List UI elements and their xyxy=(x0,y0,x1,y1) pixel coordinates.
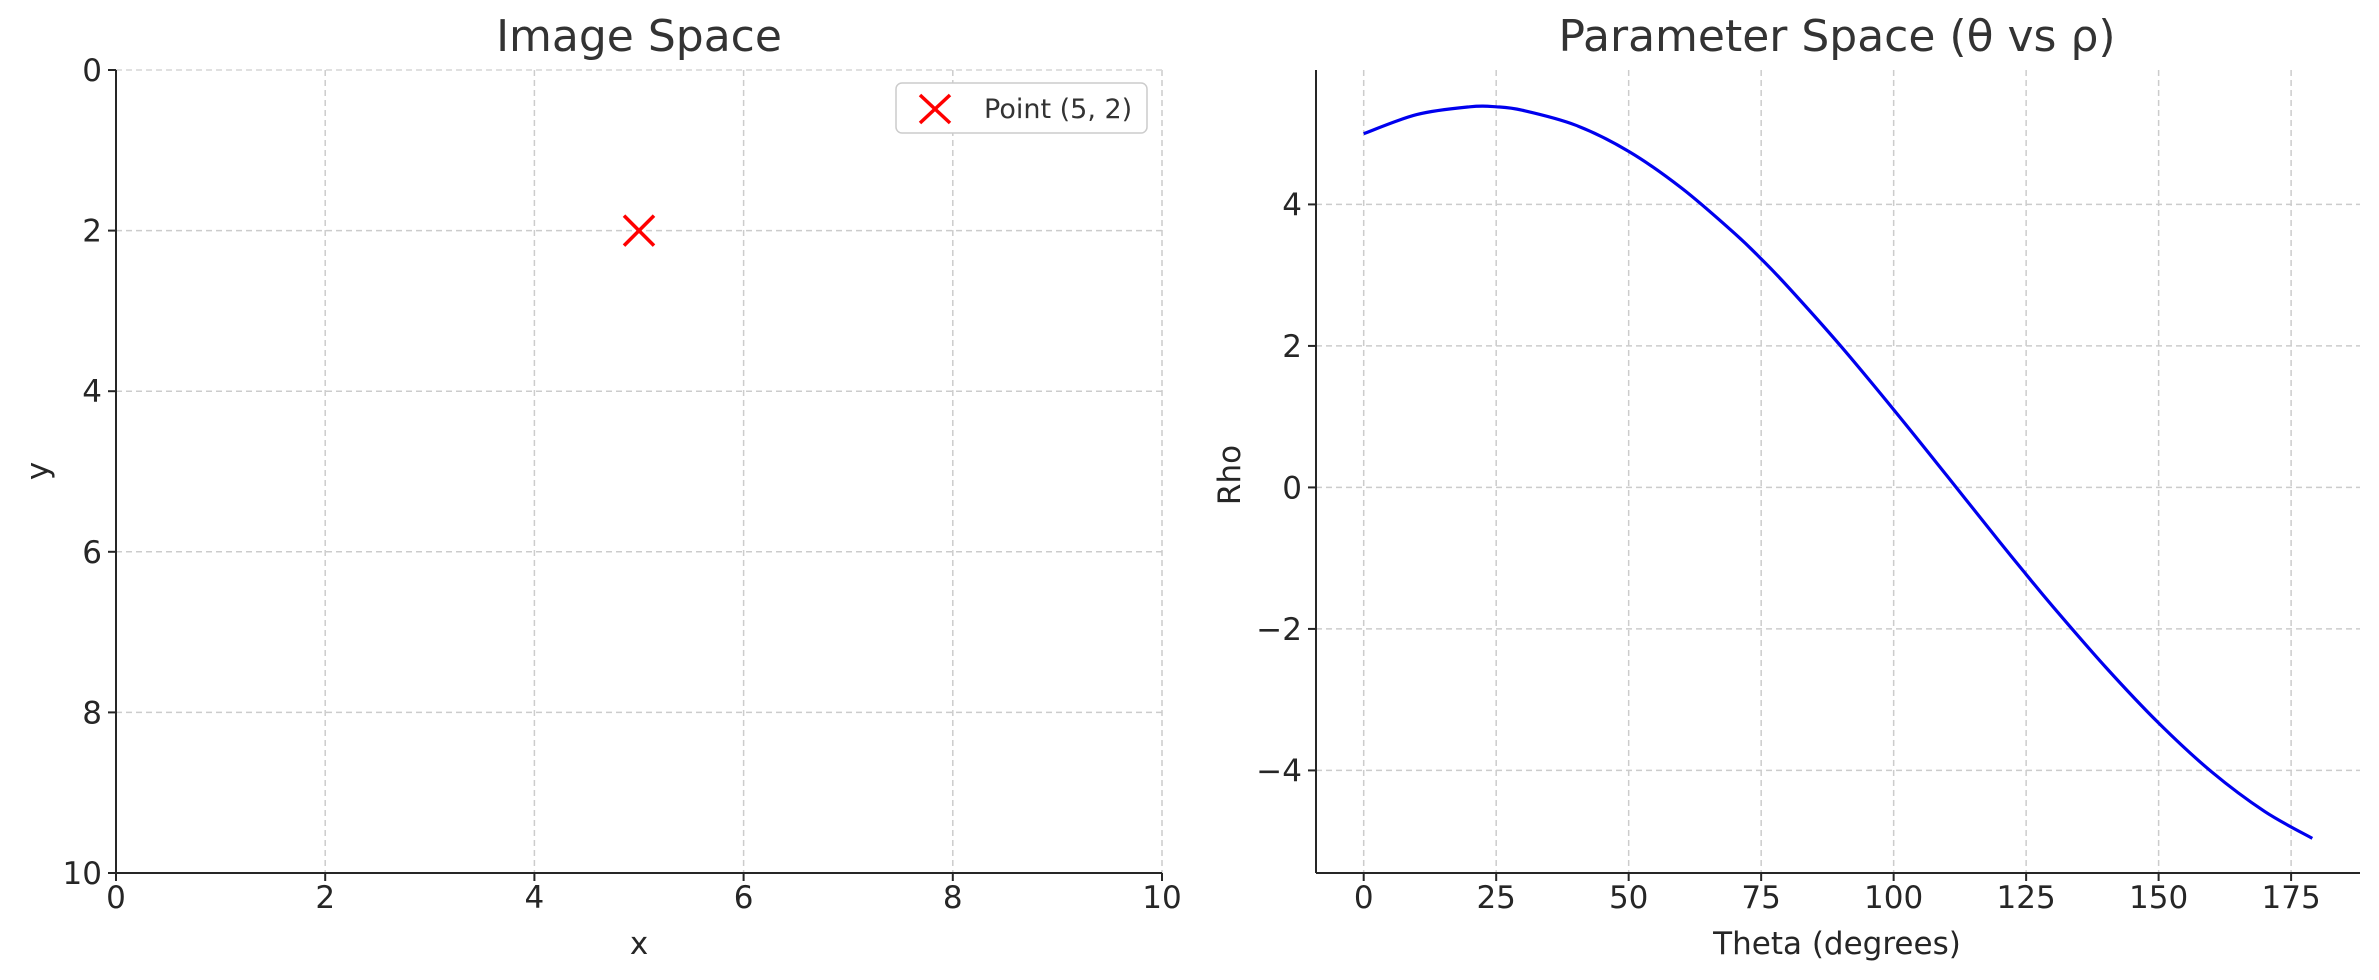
legend-entry-label: Point (5, 2) xyxy=(984,94,1132,125)
y-tick-label: 8 xyxy=(82,695,102,731)
image-space-points xyxy=(622,214,656,247)
x-tick-label: 100 xyxy=(1864,880,1923,916)
legend-frame xyxy=(895,82,1148,134)
y-tick-label: −4 xyxy=(1256,753,1302,789)
parameter-space-y-ticks: −4 −2 0 2 4 xyxy=(1256,187,1316,789)
y-tick-label: 2 xyxy=(82,214,102,250)
y-tick-label: 0 xyxy=(82,53,102,89)
x-tick-label: 0 xyxy=(1354,880,1374,916)
x-tick-label: 75 xyxy=(1741,880,1780,916)
x-tick-label: 6 xyxy=(734,880,754,916)
x-tick-label: 0 xyxy=(106,880,126,916)
parameter-space-y-label: Rho xyxy=(1212,445,1248,505)
y-tick-label: 2 xyxy=(1282,329,1302,365)
x-tick-label: 125 xyxy=(1997,880,2056,916)
x-tick-label: 4 xyxy=(525,880,545,916)
image-space-y-label: y xyxy=(20,462,56,480)
x-tick-label: 25 xyxy=(1476,880,1515,916)
y-tick-label: −2 xyxy=(1256,612,1302,648)
image-space-title: Image Space xyxy=(496,11,782,62)
y-tick-label: 4 xyxy=(1282,187,1302,223)
image-space-y-ticks: 0 2 4 6 8 10 xyxy=(63,53,116,892)
legend-x-marker-icon xyxy=(918,93,952,125)
parameter-space-series xyxy=(1363,104,2314,840)
y-tick-label: 0 xyxy=(1282,470,1302,506)
y-tick-label: 4 xyxy=(82,374,102,410)
x-tick-label: 8 xyxy=(943,880,963,916)
x-tick-label: 10 xyxy=(1142,880,1181,916)
y-tick-label: 6 xyxy=(82,535,102,571)
parameter-space-title: Parameter Space (θ vs ρ) xyxy=(1558,11,2115,62)
rho-theta-curve xyxy=(1363,104,2314,840)
x-tick-label: 175 xyxy=(2262,880,2321,916)
y-tick-label: 10 xyxy=(63,856,102,892)
parameter-space-x-ticks: 0 25 50 75 100 125 150 175 xyxy=(1354,873,2321,916)
x-tick-label: 150 xyxy=(2129,880,2188,916)
data-point-x-marker xyxy=(622,214,656,247)
parameter-space-x-label: Theta (degrees) xyxy=(1712,926,1961,962)
image-space-grid xyxy=(115,69,1163,874)
image-space-x-label: x xyxy=(630,926,648,962)
parameter-space-grid xyxy=(1316,70,2360,873)
image-space-chart: Image Space 0 2 4 6 8 10 0 2 4 6 8 10 x y Point (5… xyxy=(20,11,1182,962)
parameter-space-chart: Parameter Space (θ vs ρ) 0 25 50 75 100 125 15… xyxy=(1212,11,2360,962)
image-space-x-ticks: 0 2 4 6 8 10 xyxy=(106,873,1182,916)
x-tick-label: 2 xyxy=(315,880,335,916)
image-space-legend: Point (5, 2) xyxy=(895,82,1148,134)
x-tick-label: 50 xyxy=(1609,880,1648,916)
